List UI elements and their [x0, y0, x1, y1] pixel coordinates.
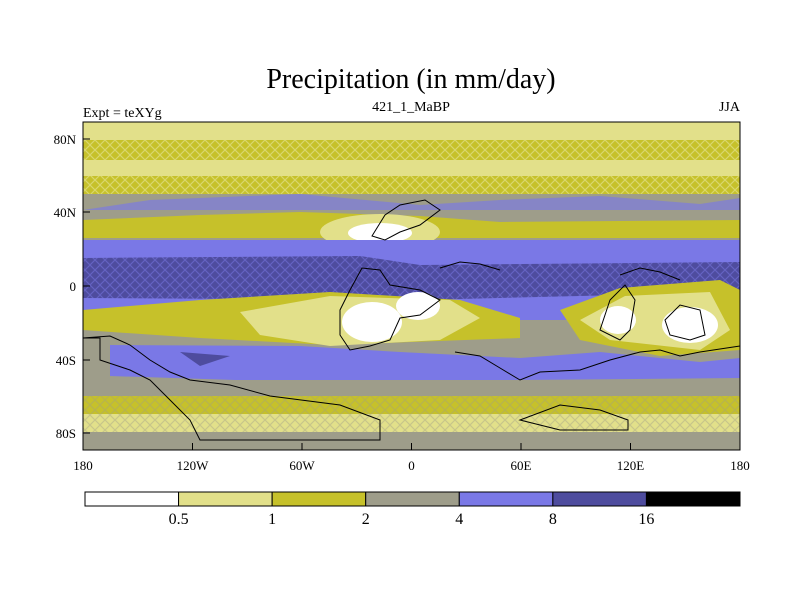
latitude-axis: 80N 40N 0 40S 80S: [54, 132, 90, 441]
colorbar-label: 0.5: [169, 511, 189, 528]
lon-tick-60w: 60W: [289, 458, 315, 473]
lat-tick-80n: 80N: [54, 132, 77, 147]
experiment-label: Expt = teXYg: [83, 106, 162, 121]
lat-tick-0: 0: [70, 279, 77, 294]
colorbar-swatch: [178, 491, 273, 507]
colorbar: 0.5 1 2 4 8 16: [84, 491, 741, 528]
lat-tick-40n: 40N: [54, 205, 77, 220]
lat-tick-40s: 40S: [56, 353, 76, 368]
lon-tick-120e: 120E: [617, 458, 645, 473]
colorbar-label: 16: [638, 511, 654, 528]
colorbar-label: 2: [362, 511, 370, 528]
lon-tick-60e: 60E: [511, 458, 532, 473]
lon-tick-180e: 180: [730, 458, 750, 473]
time-label: 421_1_MaBP: [372, 100, 450, 115]
colorbar-label: 1: [268, 511, 276, 528]
precipitation-map: [83, 122, 740, 450]
lon-tick-180w: 180: [73, 458, 93, 473]
colorbar-swatch: [365, 491, 460, 507]
colorbar-swatch: [645, 491, 741, 507]
colorbar-label: 4: [455, 511, 463, 528]
map-title: Precipitation (in mm/day): [266, 64, 555, 95]
lon-tick-120w: 120W: [177, 458, 210, 473]
colorbar-swatch: [552, 491, 647, 507]
lat-tick-80s: 80S: [56, 426, 76, 441]
colorbar-swatch: [458, 491, 554, 507]
colorbar-swatch: [84, 491, 180, 507]
season-label: JJA: [719, 100, 741, 115]
colorbar-label: 8: [549, 511, 557, 528]
longitude-axis: 180 120W 60W 0 60E 120E 180: [73, 443, 750, 473]
colorbar-swatch: [271, 491, 367, 507]
lon-tick-0: 0: [408, 458, 415, 473]
